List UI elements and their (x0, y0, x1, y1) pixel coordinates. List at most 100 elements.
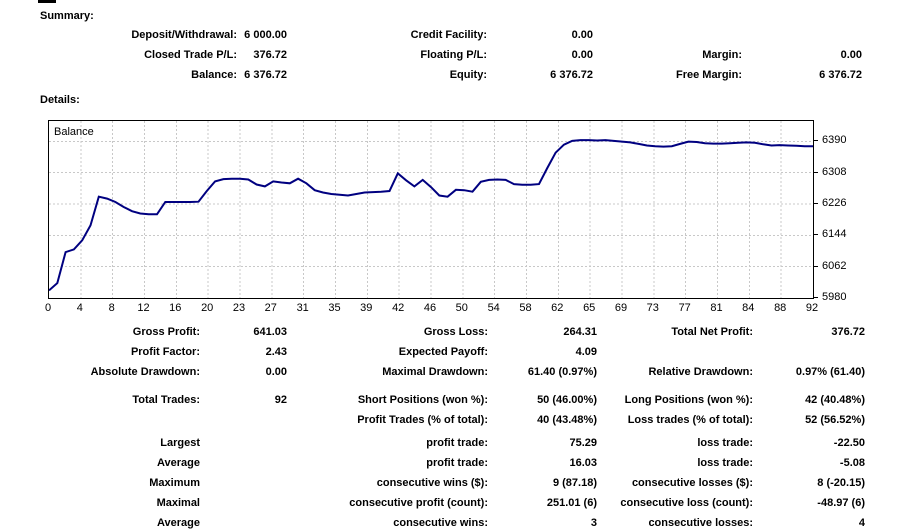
detail-row: Average consecutive wins: 3 consecutive los… (0, 517, 918, 531)
y-axis-label: 6390 (822, 134, 847, 146)
stat-label: consecutive wins ($): (376, 477, 488, 489)
stat-value: 0.00 (265, 366, 287, 378)
stat-label: Balance: (191, 69, 237, 81)
stat-label: Profit Trades (% of total): (357, 414, 488, 426)
stat-value: 75.29 (569, 437, 597, 449)
stat-label: profit trade: (426, 437, 488, 449)
x-axis-label: 46 (423, 302, 437, 314)
stat-label: Profit Factor: (130, 346, 200, 358)
y-axis-tick (814, 266, 818, 267)
detail-row: Profit Trades (% of total): 40 (43.48%) Lo… (0, 414, 918, 428)
stat-value: -22.50 (833, 437, 865, 449)
stat-label: consecutive losses: (648, 517, 753, 529)
stat-value: 6 000.00 (244, 29, 287, 41)
x-axis-label: 84 (742, 302, 755, 314)
stat-value: 264.31 (563, 326, 597, 338)
x-axis-label: 20 (201, 302, 214, 314)
x-axis-label: 88 (774, 302, 787, 314)
stat-label: Credit Facility: (410, 29, 487, 41)
x-axis-label: 8 (108, 302, 115, 314)
x-axis-label: 23 (232, 302, 246, 314)
detail-row: Total Trades: 92 Short Positions (won %): 5… (0, 394, 918, 408)
stat-value: 6 376.72 (550, 69, 593, 81)
x-axis-label: 62 (551, 302, 564, 314)
y-axis-label: 6308 (822, 166, 847, 178)
x-axis-label: 31 (296, 302, 309, 314)
detail-row: Maximum consecutive wins ($): 9 (87.18) con… (0, 477, 918, 491)
stat-value: 52 (56.52%) (805, 414, 865, 426)
stat-value: 0.97% (61.40) (795, 366, 865, 378)
stat-value: 2.43 (265, 346, 287, 358)
stat-label: Total Net Profit: (671, 326, 753, 338)
y-axis-label: 6062 (822, 260, 847, 272)
stat-label: Floating P/L: (420, 49, 487, 61)
stat-label: Long Positions (won %): (624, 394, 753, 406)
detail-row: Maximal consecutive profit (count): 251.01… (0, 497, 918, 511)
summary-row: Deposit/Withdrawal: 6 000.00 Credit Facili… (0, 29, 918, 43)
stat-value: 9 (87.18) (552, 477, 597, 489)
y-axis-tick (814, 203, 818, 204)
stat-label: loss trade: (697, 457, 753, 469)
stat-value: 40 (43.48%) (537, 414, 597, 426)
stat-value: 6 376.72 (819, 69, 862, 81)
stat-label: Largest (160, 437, 200, 449)
stat-label: consecutive wins: (393, 517, 488, 529)
stat-label: consecutive loss (count): (620, 497, 753, 509)
stat-label: consecutive losses ($): (631, 477, 753, 489)
details-title: Details: (40, 94, 80, 106)
stat-label: Relative Drawdown: (648, 366, 753, 378)
detail-row: Largest profit trade: 75.29 loss trade: -22.… (0, 437, 918, 451)
y-axis-label: 6226 (822, 197, 847, 209)
stat-label: Maximum (149, 477, 200, 489)
x-axis-label: 42 (392, 302, 405, 314)
stat-value: 641.03 (253, 326, 287, 338)
x-axis-label: 50 (455, 302, 468, 314)
stat-label: Deposit/Withdrawal: (131, 29, 237, 41)
stat-label: consecutive profit (count): (349, 497, 488, 509)
stat-value: 61.40 (0.97%) (527, 366, 597, 378)
balance-line (49, 139, 813, 292)
x-axis-label: 27 (264, 302, 277, 314)
x-axis-label: 54 (487, 302, 500, 314)
stat-value: 376.72 (253, 49, 287, 61)
chart-legend-balance: Balance (54, 126, 94, 138)
x-axis-label: 0 (44, 302, 52, 314)
detail-row: Absolute Drawdown: 0.00 Maximal Drawdown: 6… (0, 366, 918, 380)
x-axis-label: 12 (137, 302, 150, 314)
stat-label: loss trade: (697, 437, 753, 449)
y-axis-tick (814, 297, 818, 298)
stat-label: Gross Profit: (132, 326, 200, 338)
stat-label: Margin: (702, 49, 742, 61)
stat-value: 50 (46.00%) (537, 394, 597, 406)
stat-label: Maximal (156, 497, 200, 509)
x-axis-label: 69 (614, 302, 628, 314)
stat-value: 6 376.72 (244, 69, 287, 81)
summary-row: Closed Trade P/L: 376.72 Floating P/L: 0.00… (0, 49, 918, 63)
x-axis-label: 4 (76, 302, 83, 314)
window-edge-artifact (38, 0, 56, 3)
detail-row: Average profit trade: 16.03 loss trade: -5.0… (0, 457, 918, 471)
y-axis-tick (814, 140, 818, 141)
stat-label: Average (156, 457, 200, 469)
stat-value: -48.97 (6) (817, 497, 865, 509)
stat-value: -5.08 (839, 457, 865, 469)
stat-label: Absolute Drawdown: (90, 366, 200, 378)
x-axis-label: 16 (169, 302, 182, 314)
stat-label: Total Trades: (132, 394, 200, 406)
stat-label: Loss trades (% of total): (627, 414, 753, 426)
stat-value: 0.00 (571, 49, 593, 61)
stat-label: Gross Loss: (423, 326, 488, 338)
stat-value: 0.00 (840, 49, 862, 61)
stat-label: Maximal Drawdown: (382, 366, 488, 378)
y-axis-tick (814, 234, 818, 235)
summary-title: Summary: (40, 10, 94, 22)
stat-label: Average (156, 517, 200, 529)
x-axis-label: 77 (678, 302, 691, 314)
y-axis-label: 5980 (822, 291, 847, 303)
x-axis-label: 39 (360, 302, 373, 314)
detail-row: Profit Factor: 2.43 Expected Payoff: 4.09 (0, 346, 918, 360)
stat-value: 251.01 (6) (546, 497, 597, 509)
x-axis-label: 92 (805, 302, 819, 314)
stat-value: 42 (40.48%) (805, 394, 865, 406)
